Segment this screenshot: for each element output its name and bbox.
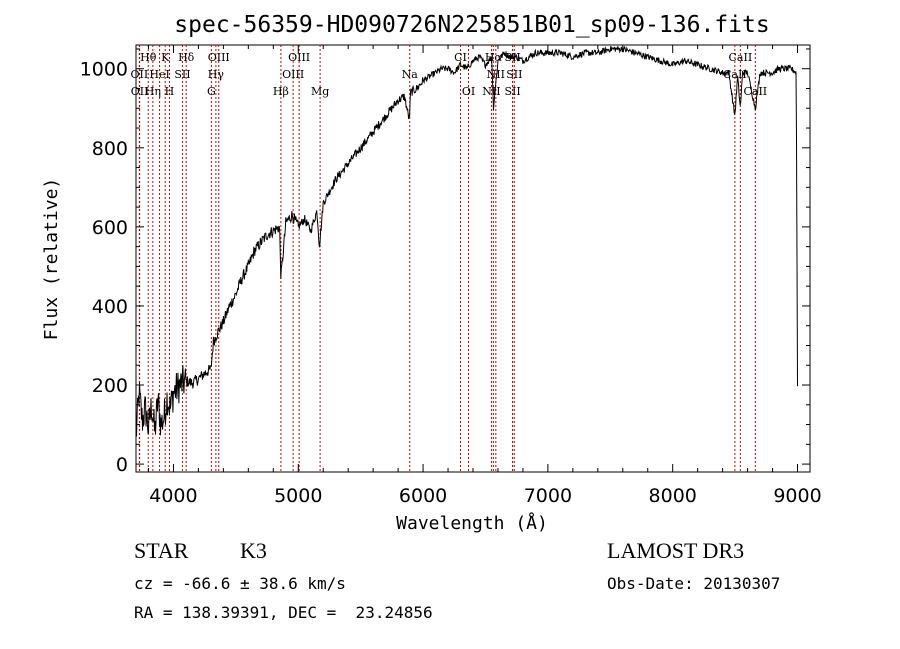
x-tick-label: 6000: [399, 485, 447, 507]
x-tick-label: 8000: [649, 485, 697, 507]
survey-name: LAMOST DR3: [607, 538, 745, 563]
spectral-lines: [138, 45, 756, 472]
coordinates: RA = 138.39391, DEC = 23.24856: [134, 603, 433, 622]
spectral-line-label: OII: [131, 85, 149, 98]
spectral-line-label: CaII: [729, 51, 753, 64]
spectral-line-label: Hβ: [273, 85, 289, 98]
spectral-line-label: OIII: [208, 51, 230, 64]
spectral-line-label: CaII: [743, 85, 767, 98]
y-tick-label: 800: [92, 138, 128, 160]
spectral-line-label: SII: [504, 85, 520, 98]
spectral-line-label: CI: [454, 51, 467, 64]
y-tick-label: 400: [92, 296, 128, 318]
x-tick-label: 7000: [524, 485, 572, 507]
y-tick-label: 1000: [80, 59, 128, 81]
x-tick-label: 5000: [274, 485, 322, 507]
spectral-line-label: HeI: [149, 68, 169, 81]
spectral-line-label: OII: [131, 68, 149, 81]
x-tick-label: 4000: [149, 485, 197, 507]
spectral-line-label: NII: [482, 85, 500, 98]
y-tick-label: 600: [92, 217, 128, 239]
spectral-line-label: Hδ: [178, 51, 195, 64]
redshift-cz: cz = -66.6 ± 38.6 km/s: [134, 574, 346, 593]
object-class: STAR: [134, 538, 189, 563]
spectral-line-label: NII: [487, 68, 505, 81]
plot-frame: [135, 44, 811, 473]
spectral-line-label: Hγ: [208, 68, 225, 81]
spectral-line-label: G: [207, 85, 216, 98]
observation-date: Obs-Date: 20130307: [607, 574, 781, 593]
spectral-line-label: SII: [174, 68, 190, 81]
spectral-line-label: OIII: [282, 68, 304, 81]
spectral-line-label: OI: [462, 85, 475, 98]
spectral-line-label: H: [165, 85, 175, 98]
x-axis: 4000 5000 6000 7000 8000 9000: [147, 45, 822, 507]
x-tick-label: 9000: [773, 485, 821, 507]
object-subclass: K3: [240, 538, 267, 563]
spectral-line-label: Na: [402, 68, 419, 81]
chart-title: spec-56359-HD090726N225851B01_sp09-136.f…: [174, 12, 769, 38]
x-axis-label: Wavelength (Å): [396, 512, 548, 534]
spectrum-series-line: [135, 45, 798, 437]
y-tick-label: 0: [116, 454, 128, 476]
spectral-line-label: SII: [506, 68, 522, 81]
spectral-line-label: Mg: [311, 85, 329, 98]
spectral-line-label: Hη: [145, 85, 161, 98]
y-tick-label: 200: [92, 375, 128, 397]
spectral-line-label: OIII: [288, 51, 310, 64]
y-axis: 0 200 400 600 800 1000: [80, 48, 810, 476]
y-axis-label: Flux (relative): [41, 178, 62, 341]
spectral-line-label: Hθ: [140, 51, 157, 64]
spectral-line-label: K: [161, 51, 170, 64]
